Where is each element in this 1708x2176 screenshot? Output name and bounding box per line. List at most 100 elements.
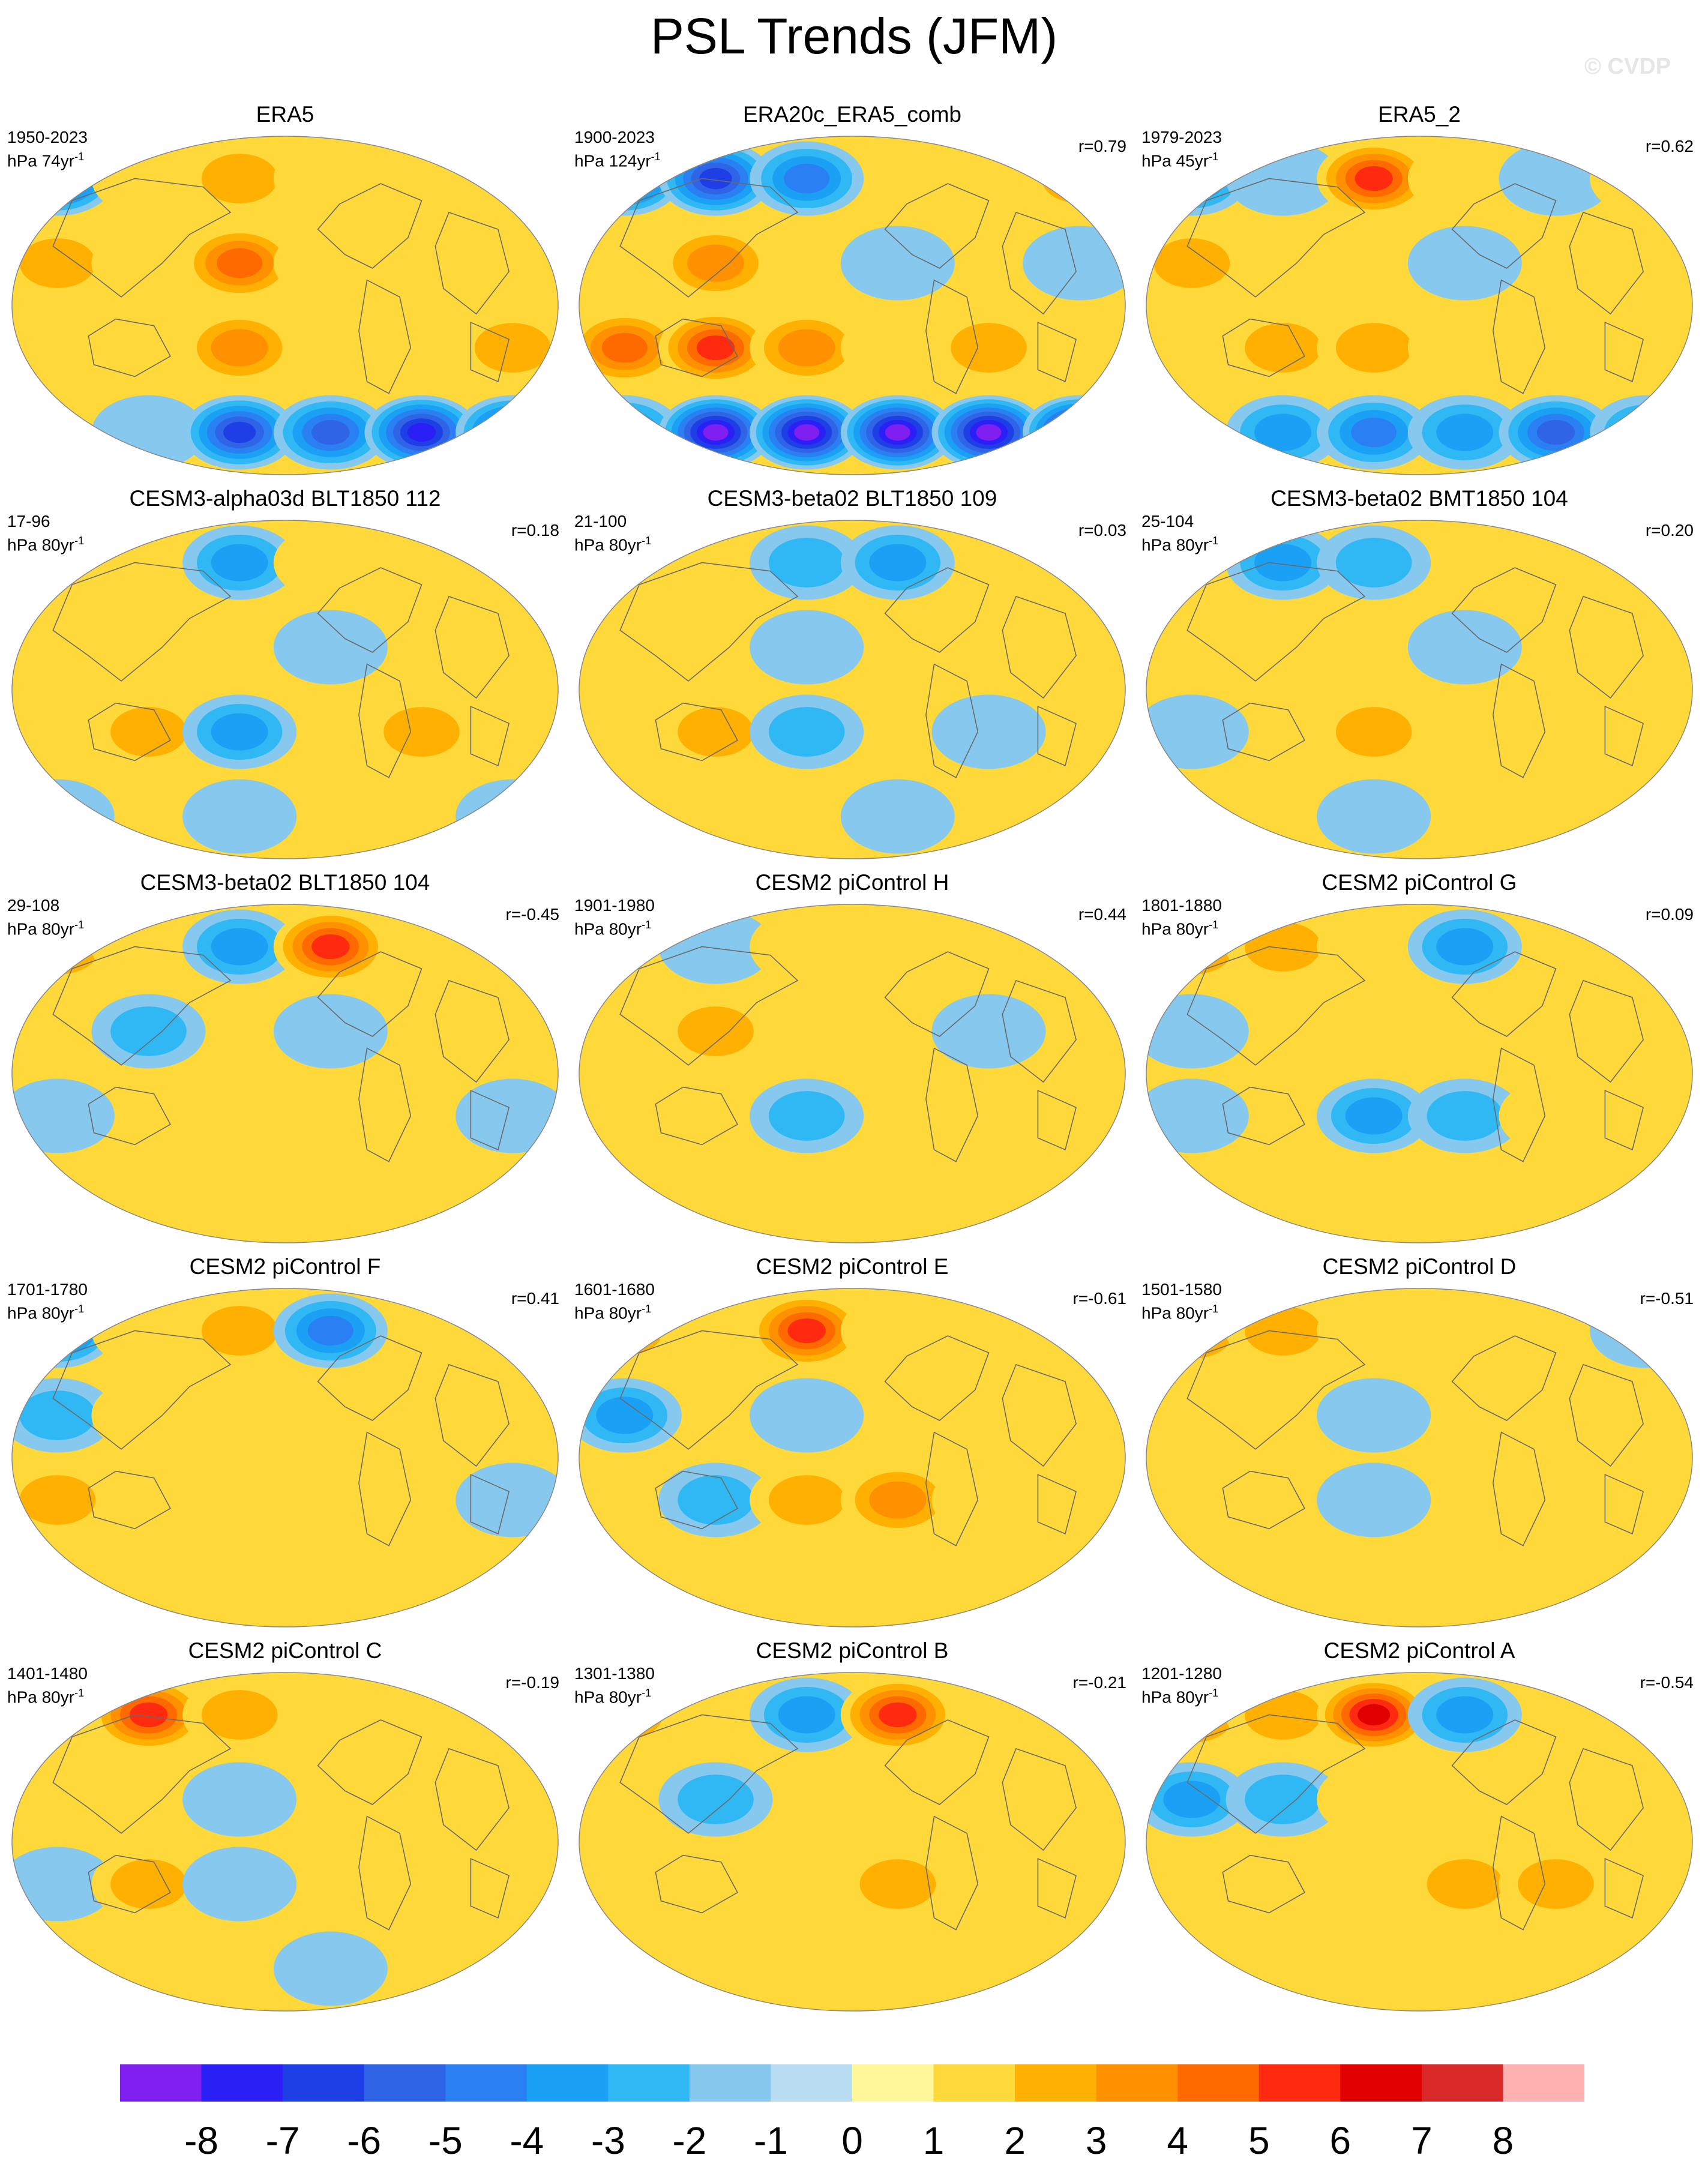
trend-contour [217, 248, 263, 278]
trend-contour [1335, 538, 1412, 588]
colorbar-swatch [1177, 2064, 1260, 2102]
trend-contour [840, 1163, 955, 1238]
map-field [579, 520, 1125, 859]
map-panel: ERA5_2 1979-2023 hPa 45yr-1 r=0.62 [1140, 102, 1698, 485]
map-panel: ERA20c_ERA5_comb 1900-2023 hPa 124yr-1 r=0.… [573, 102, 1131, 485]
colorbar-tick-label: -3 [591, 2119, 625, 2162]
trend-contour [407, 423, 436, 442]
coastline [619, 1714, 799, 1834]
trend-contour [1436, 1696, 1494, 1734]
map-panel: ERA5 1950-2023 hPa 74yr-1 [6, 102, 564, 485]
colorbar-tick-label: -1 [753, 2119, 788, 2162]
panel-units-text: hPa 80yr [574, 535, 642, 555]
colorbar-tick-label: 6 [1329, 2119, 1352, 2162]
trend-contour [110, 1859, 187, 1909]
map-panel: CESM2 piControl D 1501-1580 hPa 80yr-1 r=-0… [1140, 1254, 1698, 1637]
map-panel: CESM2 piControl F 1701-1780 hPa 80yr-1 r=0.… [6, 1254, 564, 1637]
panel-period: 1979-2023 [1141, 128, 1222, 146]
coastline [1604, 1857, 1644, 1919]
trend-contour [201, 1306, 278, 1356]
coastline [1222, 702, 1305, 762]
coastline [1222, 1470, 1305, 1530]
trend-contour [38, 1318, 77, 1344]
trend-contour [1407, 310, 1522, 385]
map-plot [11, 136, 559, 475]
trend-contour [1618, 413, 1676, 451]
coastline [1222, 318, 1305, 377]
trend-contour [110, 707, 187, 757]
trend-contour [12, 1299, 105, 1362]
panel-period: 1201-1280 [1141, 1664, 1222, 1683]
coastline [435, 211, 510, 315]
coastline [1002, 1363, 1077, 1467]
trend-contour [1499, 994, 1613, 1069]
coastline [1002, 595, 1077, 699]
map-plot [1146, 520, 1693, 859]
coastline [1037, 1857, 1077, 1919]
coastline [435, 595, 510, 699]
coastline [619, 562, 799, 682]
trend-contour [608, 167, 641, 190]
panel-correlation: r=0.03 [1078, 521, 1126, 539]
trend-contour [1317, 1378, 1431, 1453]
trend-contour [1163, 1696, 1221, 1734]
trend-contour [1035, 403, 1125, 461]
coastline [1002, 979, 1077, 1083]
panel-units-text: hPa 80yr [7, 535, 75, 555]
trend-contour [273, 226, 388, 301]
panel-correlation: r=0.62 [1645, 137, 1694, 155]
panel-period: 1801-1880 [1141, 896, 1222, 915]
trend-contour [951, 323, 1027, 373]
trend-contour [1149, 1303, 1235, 1359]
panel-units: hPa 80yr-1 [7, 531, 84, 555]
colorbar-swatch [1503, 2064, 1584, 2102]
map-plot [1146, 1288, 1693, 1627]
trend-contour [19, 1390, 96, 1440]
trend-contour [931, 1378, 1046, 1453]
trend-contour [1335, 707, 1412, 757]
colorbar-tick-label: -4 [510, 2119, 544, 2162]
panel-units-exponent: -1 [642, 1687, 652, 1699]
trend-contour [16, 152, 98, 205]
trend-contour [273, 610, 388, 685]
panel-correlation: r=-0.45 [505, 905, 560, 924]
colorbar-tick-label: 1 [922, 2119, 945, 2162]
trend-contour [472, 406, 554, 459]
trend-contour [1163, 1781, 1221, 1818]
trend-contour [12, 146, 107, 211]
coastline [1186, 562, 1366, 682]
panel-title: CESM2 piControl B [756, 1638, 949, 1663]
colorbar-swatch [771, 2064, 853, 2102]
colorbar-swatch [445, 2064, 528, 2102]
panel-title: CESM2 piControl C [188, 1638, 382, 1663]
panel-units-text: hPa 74yr [7, 151, 75, 170]
trend-contour [869, 1481, 927, 1519]
panel-correlation: r=0.44 [1078, 905, 1126, 924]
panel-units-text: hPa 80yr [1141, 1303, 1209, 1323]
coastline [1222, 1086, 1305, 1146]
map-field [1146, 1288, 1692, 1627]
map-field [1146, 136, 1692, 475]
panel-units: hPa 80yr-1 [7, 1299, 84, 1323]
panel-period: 1401-1480 [7, 1664, 88, 1683]
watermark: © CVDP [1584, 54, 1671, 79]
panel-units-exponent: -1 [74, 919, 85, 931]
panel-units: hPa 80yr-1 [574, 531, 651, 555]
map-border [579, 1672, 1126, 2012]
trend-contour [273, 1547, 388, 1622]
coastline [358, 279, 412, 394]
panel-units: hPa 74yr-1 [7, 147, 84, 170]
trend-contour [110, 1006, 187, 1056]
panel-title: ERA20c_ERA5_comb [742, 102, 962, 127]
coastline [52, 1714, 232, 1834]
trend-contour [33, 162, 82, 195]
trend-contour [1317, 1762, 1431, 1837]
coastline [1002, 1748, 1077, 1851]
panel-units-exponent: -1 [74, 535, 85, 547]
panel-period: 1301-1380 [574, 1664, 655, 1683]
trend-contour [703, 424, 729, 441]
coastline [88, 1854, 171, 1914]
trend-contour [931, 1762, 1046, 1837]
map-plot [579, 1288, 1126, 1627]
colorbar-swatch [1340, 2064, 1422, 2102]
